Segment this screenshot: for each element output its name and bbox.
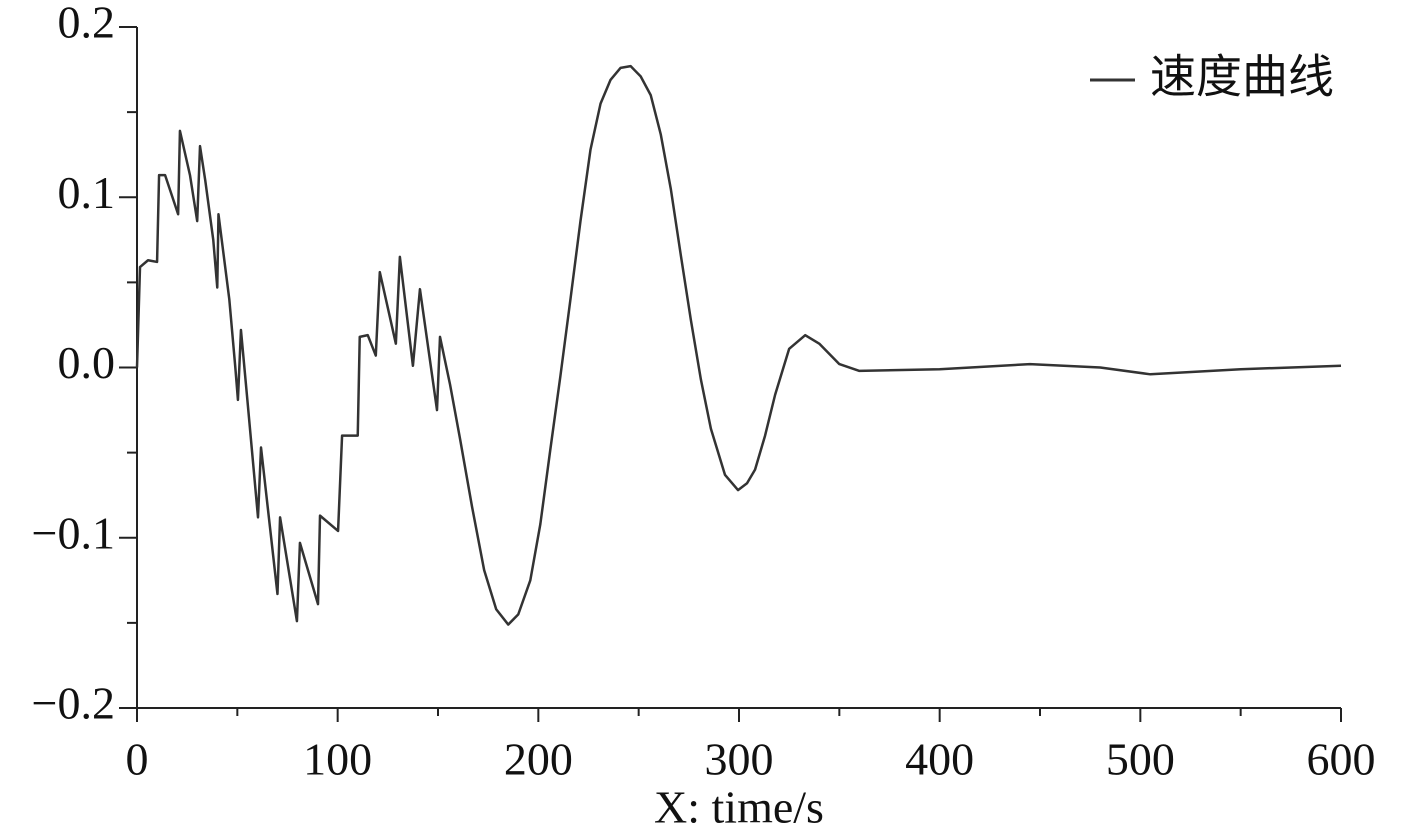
x-tick-label: 500 xyxy=(1106,734,1175,785)
x-tick-label: 100 xyxy=(303,734,372,785)
x-tick-label: 300 xyxy=(705,734,774,785)
x-tick-label: 200 xyxy=(504,734,573,785)
y-tick-label: 0.0 xyxy=(58,337,116,388)
x-tick-label: 0 xyxy=(126,734,149,785)
y-tick-label: 0.1 xyxy=(58,167,116,218)
x-axis-label: X: time/s xyxy=(654,782,824,833)
y-tick-label: −0.1 xyxy=(32,507,115,558)
legend-label: 速度曲线 xyxy=(1150,52,1334,103)
data-line xyxy=(135,64,1342,626)
y-tick-label: −0.2 xyxy=(32,678,115,729)
y-tick-label: 0.2 xyxy=(58,0,116,48)
x-tick-label: 400 xyxy=(905,734,974,785)
x-tick-label: 600 xyxy=(1307,734,1376,785)
